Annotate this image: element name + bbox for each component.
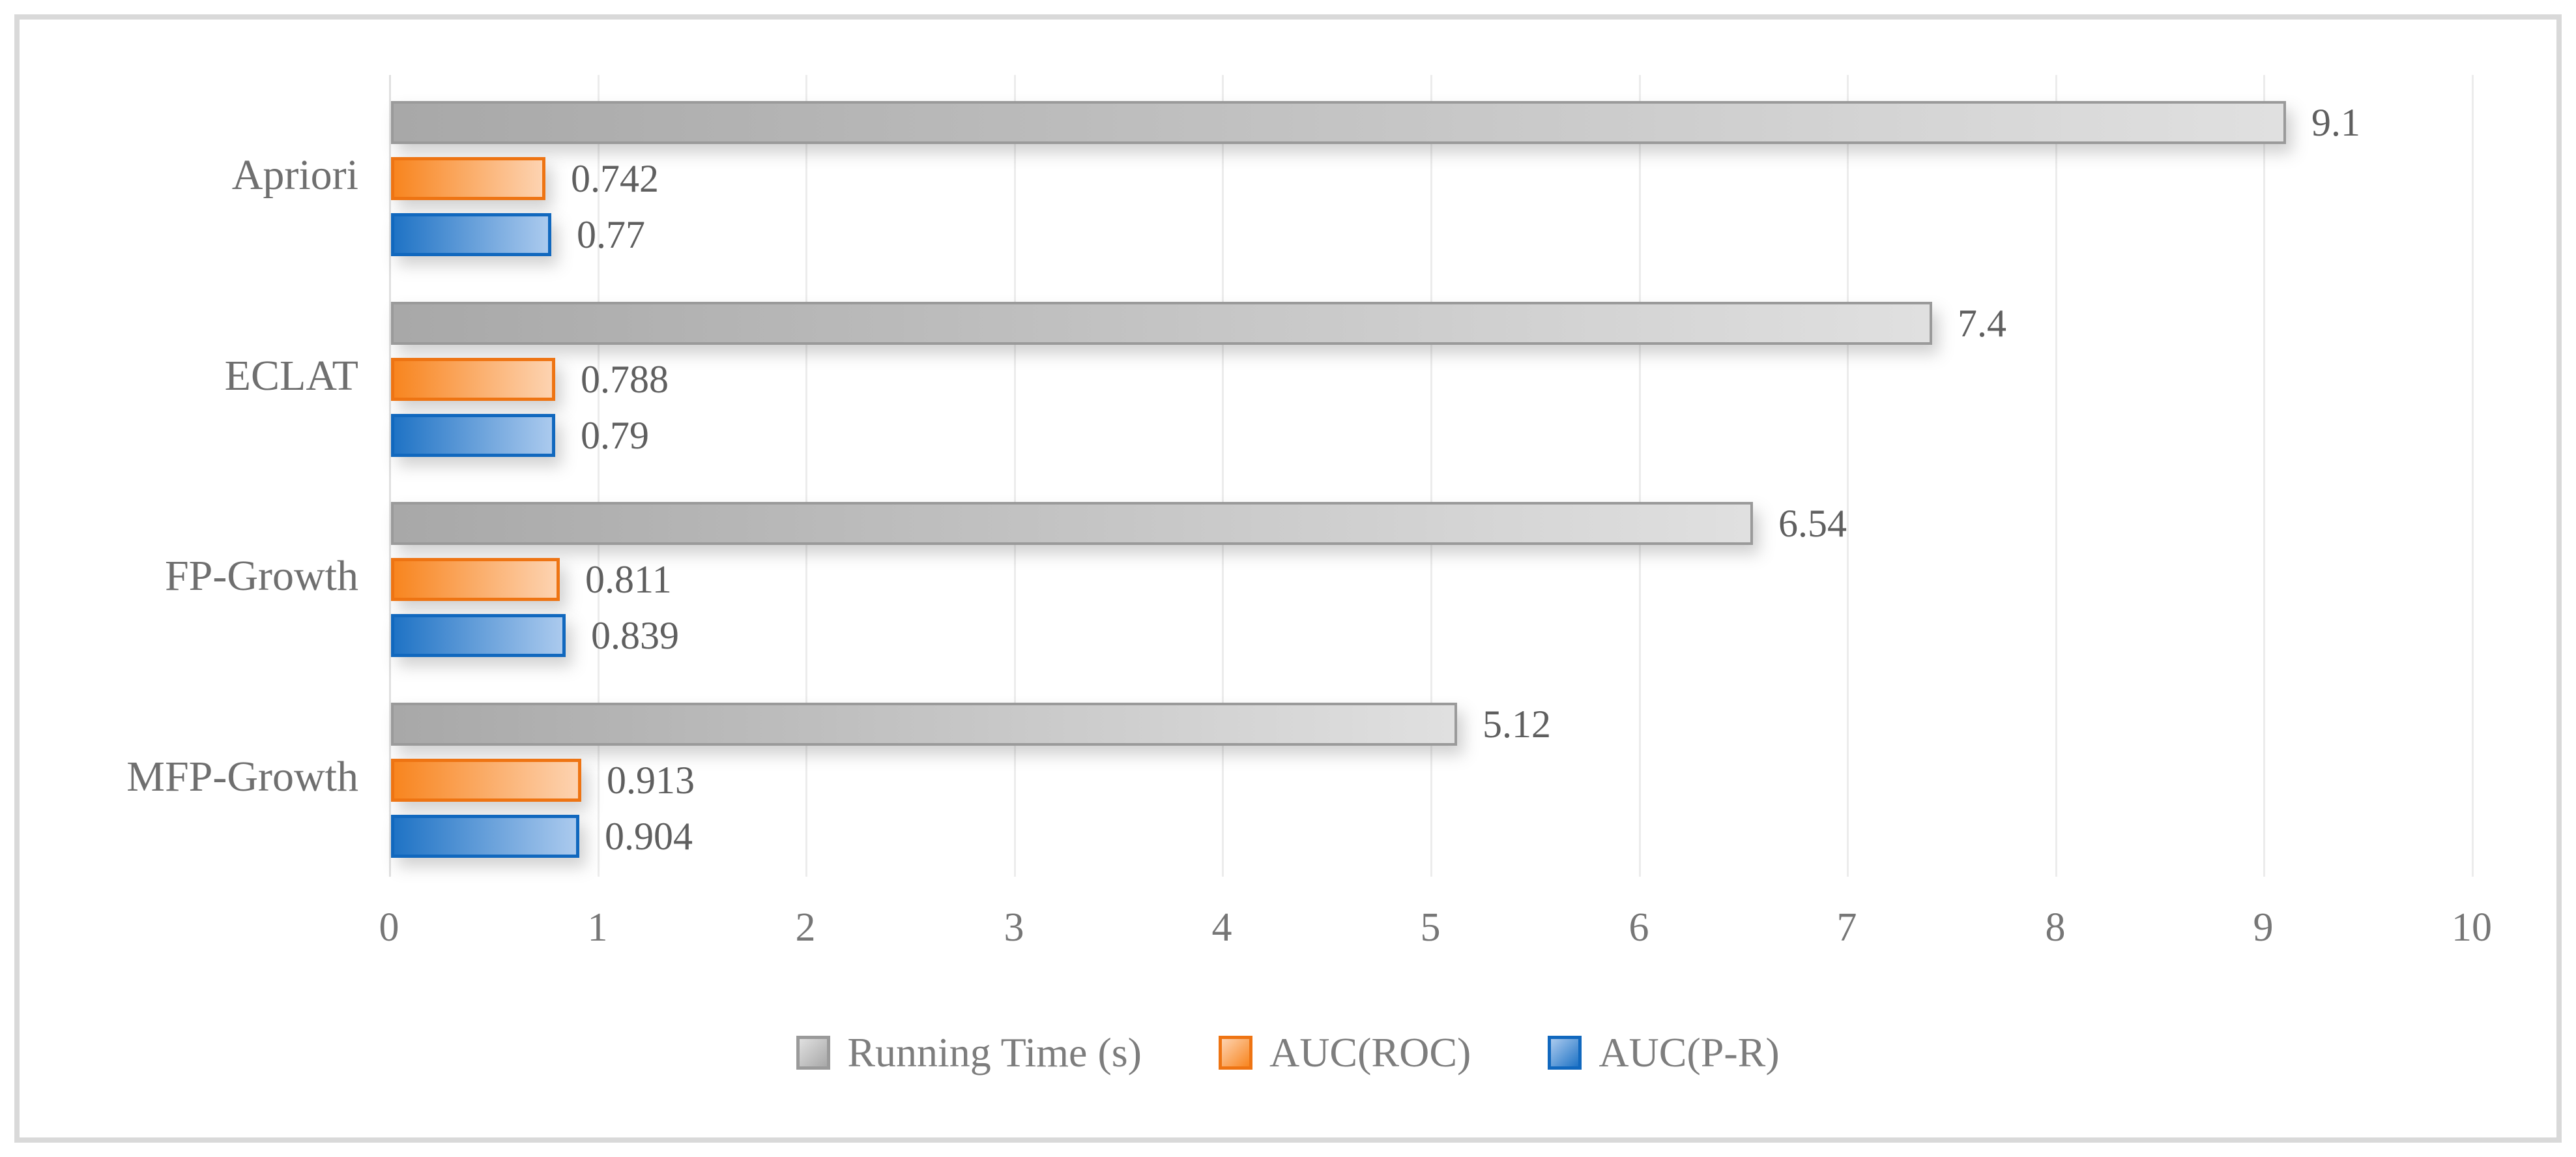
category-label-fp-growth: FP-Growth (164, 552, 358, 600)
bar-running-time-s-mfp-growth (391, 703, 1457, 746)
bar-running-time-s-fp-growth (391, 502, 1753, 545)
x-tick-label-9: 9 (2253, 905, 2274, 950)
legend-label-auc-roc: AUC(ROC) (1269, 1029, 1471, 1076)
x-tick-label-1: 1 (587, 905, 608, 950)
bar-value-label: 9.1 (2311, 101, 2360, 144)
bar-running-time-s-eclat (391, 302, 1932, 345)
gridline (805, 75, 807, 877)
gridline (1847, 75, 1849, 877)
bar-value-label: 0.913 (607, 759, 695, 802)
legend-label-running-time-s: Running Time (s) (847, 1029, 1142, 1076)
x-tick-label-4: 4 (1211, 905, 1232, 950)
bar-value-label: 0.77 (577, 213, 645, 256)
gridline (1430, 75, 1432, 877)
bar-auc-roc-mfp-growth (391, 759, 581, 802)
gridline (2472, 75, 2474, 877)
bar-running-time-s-apriori (391, 101, 2286, 144)
legend-swatch-auc-p-r (1548, 1036, 1582, 1070)
legend-swatch-auc-roc (1218, 1036, 1252, 1070)
x-tick-label-0: 0 (379, 905, 399, 950)
bar-auc-p-r-apriori (391, 213, 551, 256)
legend-item-running-time-s: Running Time (s) (796, 1029, 1142, 1077)
bar-value-label: 0.904 (605, 815, 693, 858)
bar-value-label: 0.811 (585, 558, 672, 601)
bar-value-label: 7.4 (1958, 302, 2006, 345)
category-label-mfp-growth: MFP-Growth (126, 753, 358, 800)
x-tick-label-2: 2 (795, 905, 816, 950)
category-label-eclat: ECLAT (224, 352, 358, 400)
gridline (1014, 75, 1016, 877)
gridline (2055, 75, 2057, 877)
category-label-apriori: Apriori (231, 151, 358, 199)
bar-value-label: 0.839 (591, 614, 679, 657)
bar-value-label: 5.12 (1483, 703, 1551, 746)
bar-auc-p-r-eclat (391, 414, 555, 457)
bar-auc-roc-apriori (391, 157, 545, 200)
gridline-zero (389, 75, 391, 877)
legend: Running Time (s) AUC(ROC) AUC(P-R) (0, 1029, 2576, 1077)
legend-item-auc-p-r: AUC(P-R) (1548, 1029, 1780, 1077)
bar-value-label: 0.79 (581, 414, 649, 457)
gridline (1222, 75, 1224, 877)
gridline (598, 75, 600, 877)
legend-label-auc-p-r: AUC(P-R) (1599, 1029, 1780, 1076)
legend-swatch-running-time-s (796, 1036, 831, 1070)
x-tick-label-10: 10 (2452, 905, 2492, 950)
bar-value-label: 6.54 (1778, 502, 1847, 545)
legend-item-auc-roc: AUC(ROC) (1218, 1029, 1471, 1077)
bar-auc-p-r-mfp-growth (391, 815, 579, 858)
x-tick-label-7: 7 (1836, 905, 1857, 950)
x-tick-label-8: 8 (2045, 905, 2066, 950)
bar-auc-roc-fp-growth (391, 558, 560, 601)
x-tick-label-3: 3 (1004, 905, 1024, 950)
plot-area: 9.1 0.742 0.77 7.4 0.788 0.79 6.54 0.811 0.839 5.… (389, 75, 2474, 877)
gridline (1639, 75, 1641, 877)
bar-auc-p-r-fp-growth (391, 614, 566, 657)
gridline (2263, 75, 2265, 877)
bar-auc-roc-eclat (391, 358, 555, 401)
x-tick-label-6: 6 (1628, 905, 1649, 950)
bar-value-label: 0.788 (581, 358, 669, 401)
bar-value-label: 0.742 (571, 157, 659, 200)
x-tick-label-5: 5 (1420, 905, 1441, 950)
